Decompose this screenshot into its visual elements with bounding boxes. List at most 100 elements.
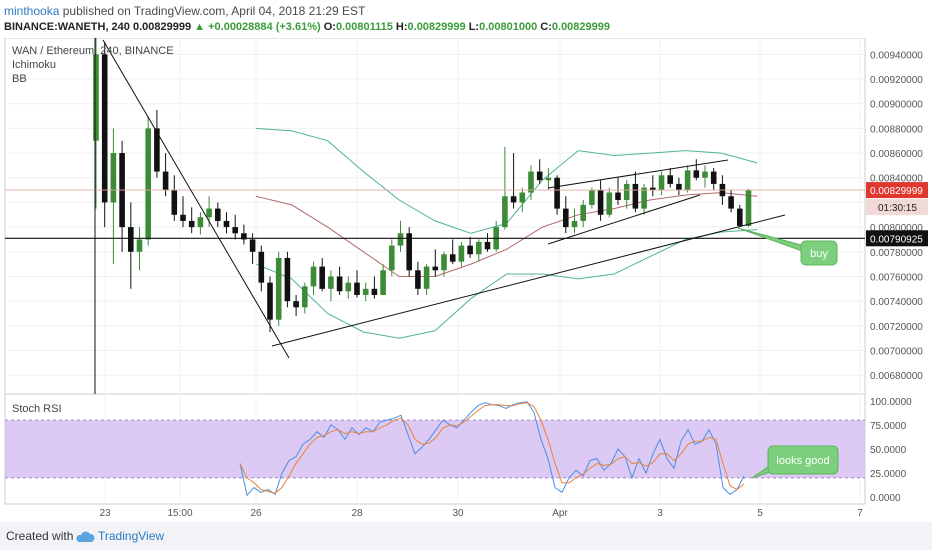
tradingview-link[interactable]: TradingView [98,529,165,543]
rsi-y-tick-label: 0.0000 [870,493,901,504]
y-tick-label: 0.00760000 [870,272,923,283]
y-tick-label: 0.00940000 [870,50,923,61]
y-tick-label: 0.00740000 [870,297,923,308]
candle-body [188,220,195,228]
published-text: published on TradingView.com, April 04, … [62,4,366,18]
candle-body [554,177,560,209]
candle-body [380,270,386,295]
candle-body [693,170,700,178]
low-value: 0.00801000 [479,21,538,33]
candle-body [136,239,143,252]
x-tick-label: 23 [99,508,111,519]
candle-body [128,227,134,252]
channel-top-line [547,159,729,189]
candle-body [510,196,517,203]
candle-body [180,214,186,221]
candle-body [389,245,395,271]
candle-body [415,270,421,289]
rsi-y-tick-label: 75.0000 [870,421,907,432]
candle-body [145,128,151,240]
last-price: 0.00829999 [132,21,192,33]
candle-body [249,239,256,252]
candle-body [310,266,317,287]
candle-body [528,171,534,193]
candle-body [667,175,673,184]
uptrend-line [271,214,786,347]
candle-body [241,233,247,240]
candle-body [267,282,273,320]
candle-body [737,208,743,226]
indicator-ichimoku: Ichimoku [12,59,56,71]
candle-body [432,266,439,271]
price-change: ▲ +0.00028884 (+3.61%) [194,21,321,33]
hline-price-text: 0.00790925 [870,234,923,245]
countdown-text: 01:30:15 [878,203,917,214]
candle-body [684,170,691,191]
candle-body [458,245,465,262]
y-tick-label: 0.00920000 [870,75,923,86]
chart-svg[interactable]: 0.00940000 0.00920000 0.00900000 0.00880000… [0,29,932,522]
candle-body [702,171,708,178]
y-tick-label: 0.00860000 [870,149,923,160]
publish-line: minthooka published on TradingView.com, … [4,4,365,18]
y-tick-label: 0.00700000 [870,347,923,358]
candle-body [232,227,238,234]
candle-body [101,54,108,203]
candle-body [467,245,473,255]
chart-title: WAN / Ethereum, 240, BINANCE [12,45,174,57]
candle-body [676,183,682,191]
candle-body [571,220,578,228]
open-value: 0.00801115 [335,21,393,33]
candle-body [519,192,526,203]
footer-bar: Created with TradingView [0,522,932,550]
candle-body [284,257,291,302]
candle-body [615,192,621,200]
close-label: C: [540,21,552,33]
candle-body [215,208,221,221]
indicator-bb: BB [12,73,27,85]
close-value: 0.00829999 [551,21,611,33]
candle-body [345,282,352,292]
candle-body [502,196,508,228]
candle-body [397,233,404,246]
x-tick-label: 15:00 [167,508,192,519]
tradingview-cloud-icon [76,531,95,542]
created-with-text: Created with [6,529,74,543]
candle-body [206,208,212,218]
candle-body [641,187,647,209]
candle-body [589,190,595,205]
candle-body [563,208,569,228]
rsi-band [5,420,865,478]
ohlc-line: BINANCE:WANETH, 240 0.00829999 ▲ +0.0002… [4,21,610,33]
open-label: O: [323,21,336,33]
y-tick-label: 0.00800000 [870,223,923,234]
candle-body [536,171,543,181]
candle-body [354,282,360,295]
rsi-y-tick-label: 50.0000 [870,445,907,456]
current-price-text: 0.00829999 [870,186,923,197]
candle-body [745,190,752,226]
hline-price-tag [866,230,928,247]
candle-body [258,251,265,283]
candle-body [623,183,630,200]
candle-body [597,190,604,215]
y-tick-label: 0.00900000 [870,100,923,111]
chart-area[interactable]: 0.00940000 0.00920000 0.00900000 0.00880000… [0,29,932,522]
buy-callout-text: buy [810,248,828,260]
candle-body [580,204,586,221]
bb-lower-line [255,229,758,339]
price-pane[interactable] [4,37,866,395]
candle-body [275,257,282,320]
y-tick-label: 0.00680000 [870,371,923,382]
x-tick-label: 3 [657,508,663,519]
author-link[interactable]: minthooka [4,4,60,18]
candle-body [484,241,491,250]
x-tick-label: Apr [552,508,568,519]
current-price-tag [866,182,928,199]
rsi-y-tick-label: 25.0000 [870,469,907,480]
symbol-label: BINANCE:WANETH, 240 [4,21,130,33]
x-tick-label: 7 [857,508,863,519]
stoch-d-line [239,402,745,494]
candle-body [328,276,334,289]
candle-body [302,286,308,308]
